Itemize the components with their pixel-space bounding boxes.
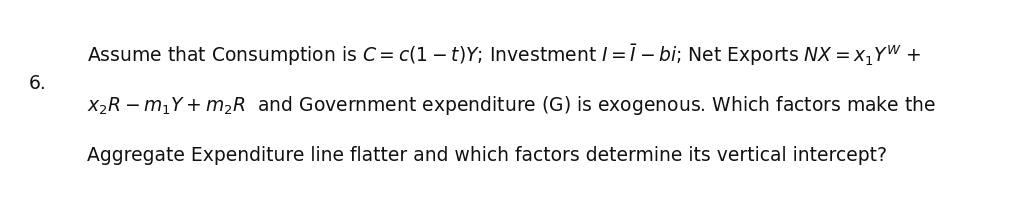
Text: Aggregate Expenditure line flatter and which factors determine its vertical inte: Aggregate Expenditure line flatter and w… (87, 146, 887, 165)
Text: Assume that Consumption is $C = c(1-t)Y$; Investment $I = \bar{I} - bi$; Net Exp: Assume that Consumption is $C = c(1-t)Y$… (87, 42, 922, 68)
Text: $x_2R - m_1Y + m_2R$  and Government expenditure (G) is exogenous. Which factors: $x_2R - m_1Y + m_2R$ and Government expe… (87, 94, 936, 117)
Text: 6.: 6. (29, 74, 46, 93)
